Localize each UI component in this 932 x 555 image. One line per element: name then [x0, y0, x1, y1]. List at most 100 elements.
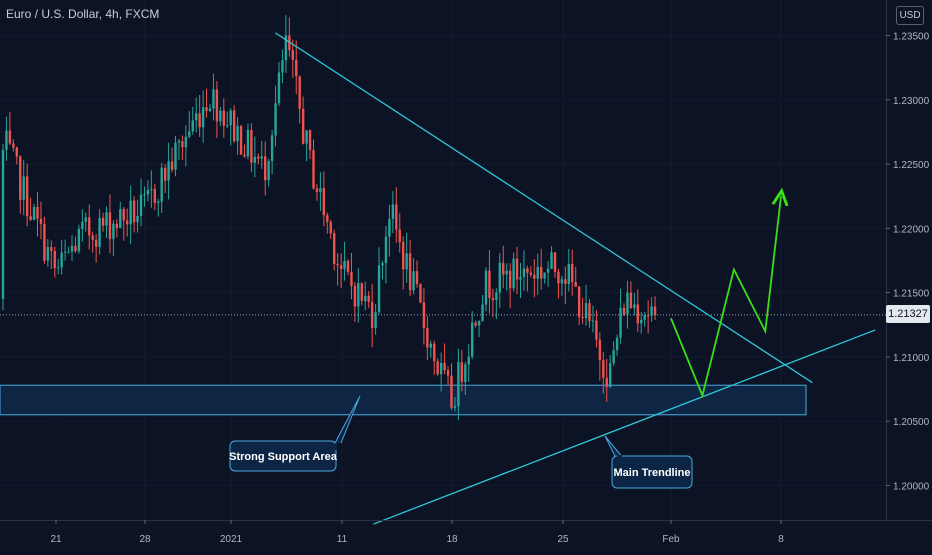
- candle-body: [143, 194, 146, 196]
- support-area-box[interactable]: [0, 384, 807, 416]
- candle-body: [384, 236, 388, 264]
- y-tick-label: 1.23500: [893, 32, 930, 43]
- candle: [336, 252, 339, 286]
- candle-body: [598, 339, 602, 361]
- candle: [60, 240, 63, 275]
- candle: [398, 213, 401, 253]
- candle: [602, 351, 605, 394]
- candle-body: [357, 283, 360, 307]
- candle-body: [519, 276, 522, 280]
- candle: [119, 201, 122, 229]
- candle-body: [22, 176, 25, 200]
- candle-body: [77, 228, 81, 252]
- candle-body: [495, 292, 498, 301]
- candle-body: [284, 35, 288, 61]
- candle: [226, 111, 229, 129]
- candle-body: [298, 76, 301, 110]
- candle-body: [622, 307, 626, 315]
- candle-body: [236, 126, 239, 142]
- candle: [139, 178, 143, 227]
- candle: [246, 123, 250, 160]
- candle: [502, 245, 505, 289]
- candle-body: [426, 327, 429, 348]
- candle-body: [505, 270, 508, 275]
- ascending-trendline[interactable]: [373, 329, 876, 525]
- candle: [402, 236, 405, 290]
- candle: [108, 194, 112, 254]
- candle-body: [98, 217, 101, 247]
- y-tick-label: 1.20000: [893, 482, 930, 493]
- candle: [1, 143, 5, 311]
- candle-body: [229, 110, 232, 126]
- candle-body: [612, 350, 615, 364]
- trendline-callout[interactable]: Main Trendline: [604, 435, 693, 489]
- candle: [636, 289, 639, 332]
- candle: [212, 73, 215, 121]
- candle-body: [208, 108, 212, 111]
- candle-body: [560, 279, 564, 284]
- candle: [498, 252, 501, 308]
- candle-body: [260, 156, 263, 159]
- candle: [536, 253, 539, 295]
- candle-body: [398, 229, 401, 243]
- candle-body: [136, 215, 139, 223]
- candle-body: [484, 270, 488, 305]
- candle-body: [167, 161, 170, 181]
- candle-body: [540, 267, 543, 279]
- candle: [633, 292, 636, 316]
- candle: [522, 250, 526, 291]
- candle: [357, 268, 360, 323]
- candle: [619, 288, 622, 344]
- candle-body: [119, 209, 122, 229]
- candle-body: [153, 188, 156, 203]
- y-tick-label: 1.21000: [893, 353, 930, 364]
- projection-path[interactable]: [670, 196, 781, 399]
- candle: [477, 320, 481, 338]
- candle: [546, 261, 550, 287]
- candle: [239, 124, 243, 155]
- candle-body: [336, 263, 339, 266]
- candle-body: [433, 343, 436, 362]
- x-tick-label: 25: [557, 534, 569, 545]
- candle: [395, 187, 398, 243]
- x-tick-label: 11: [337, 534, 348, 545]
- x-tick-label: 2021: [220, 534, 243, 545]
- candle: [122, 206, 125, 241]
- candle: [288, 17, 291, 57]
- candle: [163, 163, 167, 194]
- candle-body: [588, 303, 591, 321]
- candle-body: [84, 217, 87, 222]
- currency-badge[interactable]: USD: [896, 6, 924, 25]
- candle: [612, 341, 615, 366]
- candle: [219, 106, 222, 126]
- candle-body: [264, 156, 267, 181]
- candle: [526, 265, 529, 292]
- candle-body: [481, 304, 484, 321]
- candle: [160, 162, 163, 213]
- candle-body: [215, 89, 219, 122]
- candle: [167, 142, 170, 200]
- candle-body: [653, 306, 657, 315]
- candle-body: [577, 286, 581, 318]
- candle: [543, 272, 546, 284]
- symbol-title[interactable]: Euro / U.S. Dollar, 4h, FXCM: [6, 7, 160, 21]
- candle: [653, 296, 657, 321]
- candle: [12, 139, 15, 152]
- candle: [495, 288, 498, 320]
- candle: [315, 184, 319, 201]
- candle-body: [36, 206, 39, 219]
- descending-trendline[interactable]: [275, 32, 813, 384]
- candle-body: [112, 223, 115, 240]
- support-callout[interactable]: Strong Support Area: [229, 395, 361, 472]
- candle-body: [602, 360, 605, 378]
- candle-body: [12, 143, 15, 148]
- candle: [412, 258, 415, 295]
- candle-body: [212, 89, 215, 109]
- candle: [488, 250, 491, 314]
- candle: [408, 239, 412, 296]
- candle: [153, 183, 156, 211]
- candle-body: [191, 120, 194, 132]
- candle: [129, 185, 132, 245]
